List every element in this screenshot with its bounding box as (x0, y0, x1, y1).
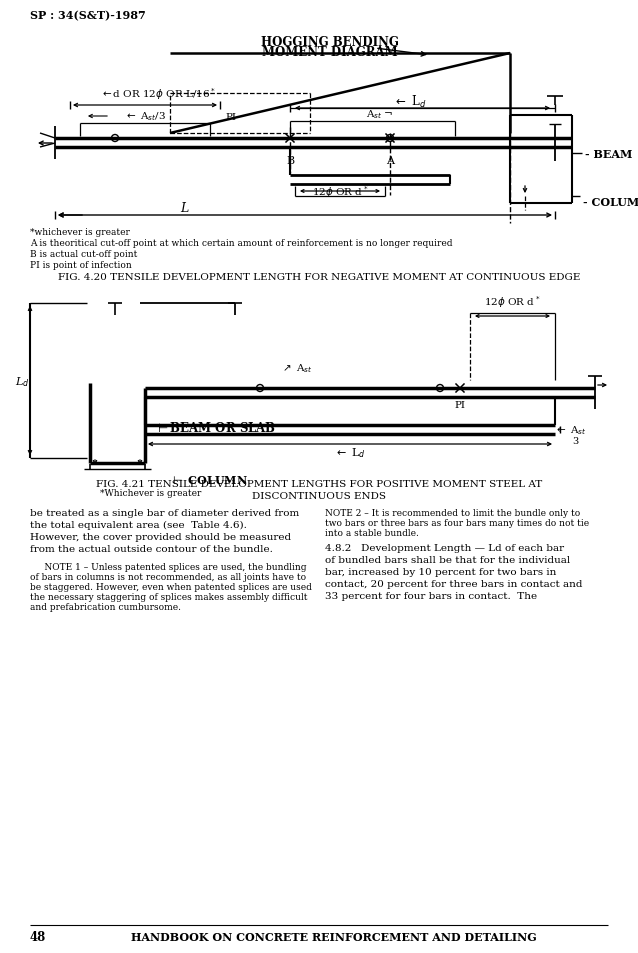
Text: DISCONTINUOUS ENDS: DISCONTINUOUS ENDS (252, 492, 386, 501)
Text: L$_d$: L$_d$ (15, 375, 29, 389)
Text: be treated as a single bar of diameter derived from: be treated as a single bar of diameter d… (30, 509, 299, 517)
Text: $\leftarrow$ L$_d$: $\leftarrow$ L$_d$ (334, 446, 366, 459)
Text: HANDBOOK ON CONCRETE REINFORCEMENT AND DETAILING: HANDBOOK ON CONCRETE REINFORCEMENT AND D… (131, 931, 537, 943)
Text: $\nearrow$ A$_{st}$: $\nearrow$ A$_{st}$ (280, 362, 313, 375)
Text: A: A (386, 156, 394, 166)
Text: from the actual outside contour of the bundle.: from the actual outside contour of the b… (30, 544, 273, 554)
Text: $\vdash$ COLUMN: $\vdash$ COLUMN (170, 474, 248, 485)
Text: the total equivalent area (see  Table 4.6).: the total equivalent area (see Table 4.6… (30, 520, 247, 530)
Text: PI: PI (454, 400, 466, 409)
Text: PI: PI (225, 112, 236, 121)
Text: - COLUMN: - COLUMN (583, 196, 638, 208)
Text: FIG. 4.21 TENSILE DEVELOPMENT LENGTHS FOR POSITIVE MOMENT STEEL AT: FIG. 4.21 TENSILE DEVELOPMENT LENGTHS FO… (96, 480, 542, 489)
Text: of bundled bars shall be that for the individual: of bundled bars shall be that for the in… (325, 556, 570, 564)
Text: L: L (180, 201, 188, 214)
Text: SP : 34(S&T)-1987: SP : 34(S&T)-1987 (30, 10, 145, 22)
Text: $\leftarrow$ A$_{st}$: $\leftarrow$ A$_{st}$ (554, 424, 586, 436)
Text: bar, increased by 10 percent for two bars in: bar, increased by 10 percent for two bar… (325, 567, 556, 577)
Text: 12$\phi$ OR d$^*$: 12$\phi$ OR d$^*$ (484, 294, 540, 310)
Text: 4.8.2   Development Length — Ld of each bar: 4.8.2 Development Length — Ld of each ba… (325, 543, 564, 553)
Text: $\leftarrow$d OR 12$\phi$ OR L/16$^*$: $\leftarrow$d OR 12$\phi$ OR L/16$^*$ (100, 86, 216, 102)
Text: 12$\phi$ OR d$^*$: 12$\phi$ OR d$^*$ (312, 184, 368, 200)
Text: *whichever is greater: *whichever is greater (30, 228, 130, 236)
Text: $\leftarrow$ L$_d$: $\leftarrow$ L$_d$ (393, 93, 427, 110)
Text: PI is point of infection: PI is point of infection (30, 261, 132, 270)
Text: $\vdash$BEAM OR SLAB: $\vdash$BEAM OR SLAB (155, 420, 276, 435)
Text: NOTE 2 – It is recommended to limit the bundle only to: NOTE 2 – It is recommended to limit the … (325, 509, 580, 517)
Text: be staggered. However, even when patented splices are used: be staggered. However, even when patente… (30, 582, 312, 592)
Text: of bars in columns is not recommended, as all joints have to: of bars in columns is not recommended, a… (30, 573, 306, 581)
Text: B is actual cut-off point: B is actual cut-off point (30, 250, 137, 258)
Text: two bars or three bars as four bars many times do not tie: two bars or three bars as four bars many… (325, 518, 589, 527)
Text: FIG. 4.20 TENSILE DEVELOPMENT LENGTH FOR NEGATIVE MOMENT AT CONTINUOUS EDGE: FIG. 4.20 TENSILE DEVELOPMENT LENGTH FOR… (58, 273, 580, 281)
Text: *Whichever is greater: *Whichever is greater (100, 489, 202, 498)
Text: 48: 48 (30, 930, 46, 943)
Text: into a stable bundle.: into a stable bundle. (325, 529, 419, 537)
Text: contact, 20 percent for three bars in contact and: contact, 20 percent for three bars in co… (325, 579, 582, 588)
Text: 3: 3 (572, 437, 578, 446)
Text: B: B (286, 156, 294, 166)
Text: NOTE 1 – Unless patented splices are used, the bundling: NOTE 1 – Unless patented splices are use… (30, 562, 306, 572)
Text: A is theoritical cut-off point at which certain amount of reinforcement is no lo: A is theoritical cut-off point at which … (30, 239, 452, 248)
Text: $\leftarrow$ A$_{st}$/3: $\leftarrow$ A$_{st}$/3 (124, 111, 166, 123)
Text: However, the cover provided should be measured: However, the cover provided should be me… (30, 533, 291, 541)
Text: MOMENT DIAGRAM: MOMENT DIAGRAM (262, 47, 398, 59)
Text: HOGGING BENDING: HOGGING BENDING (261, 35, 399, 49)
Text: and prefabrication cumbursome.: and prefabrication cumbursome. (30, 602, 181, 612)
Text: - BEAM: - BEAM (585, 149, 632, 159)
Text: 33 percent for four bars in contact.  The: 33 percent for four bars in contact. The (325, 592, 537, 600)
Text: the necessary staggering of splices makes assembly difficult: the necessary staggering of splices make… (30, 593, 308, 601)
Text: A$_{st}$ $\neg$: A$_{st}$ $\neg$ (366, 109, 394, 121)
